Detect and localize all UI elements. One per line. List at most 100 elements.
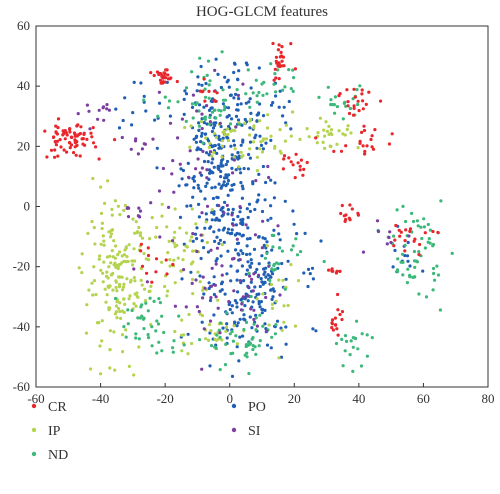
point-po: [195, 226, 199, 230]
point-po: [220, 184, 224, 188]
point-po: [269, 204, 273, 208]
point-po: [213, 185, 217, 189]
point-ip: [315, 141, 319, 145]
point-ip: [77, 266, 81, 270]
point-si: [105, 103, 109, 107]
point-cr: [340, 203, 344, 208]
point-cr: [299, 158, 303, 162]
point-nd: [272, 262, 276, 266]
point-nd: [190, 70, 194, 74]
point-nd: [317, 95, 321, 99]
point-nd: [113, 296, 118, 301]
point-nd: [412, 249, 416, 254]
point-nd: [403, 243, 407, 247]
point-po: [263, 308, 267, 312]
point-po: [225, 176, 229, 180]
point-cr: [276, 48, 280, 52]
point-po: [182, 97, 186, 101]
point-cr: [281, 167, 285, 171]
point-po: [274, 94, 278, 98]
point-si: [230, 213, 234, 217]
point-po: [249, 111, 253, 115]
point-po: [197, 82, 201, 86]
point-si: [375, 219, 380, 223]
point-cr: [373, 128, 377, 132]
point-cr: [356, 99, 360, 103]
point-po: [257, 172, 261, 176]
x-tick-label: -40: [92, 391, 109, 406]
point-cr: [149, 71, 153, 75]
point-ip: [118, 309, 122, 314]
point-ip: [307, 135, 311, 139]
point-nd: [140, 303, 144, 307]
point-po: [225, 336, 229, 340]
point-cr: [335, 269, 339, 273]
point-ip: [89, 367, 93, 371]
point-ip: [108, 284, 112, 288]
point-po: [232, 70, 236, 75]
point-ip: [118, 213, 122, 217]
point-nd: [358, 84, 362, 88]
point-nd: [197, 124, 201, 128]
point-ip: [343, 133, 347, 137]
point-ip: [277, 278, 281, 282]
point-ip: [112, 330, 116, 334]
point-po: [217, 182, 221, 186]
point-ip: [330, 132, 334, 137]
point-po: [239, 249, 243, 253]
point-ip: [166, 251, 170, 255]
point-ip: [207, 145, 211, 150]
point-po: [257, 235, 261, 239]
point-cr: [294, 152, 298, 156]
point-po: [257, 302, 261, 306]
point-po: [263, 280, 267, 284]
point-po: [226, 179, 231, 183]
point-ip: [201, 288, 205, 292]
point-po: [248, 140, 253, 144]
point-po: [180, 177, 184, 181]
point-nd: [160, 314, 164, 318]
point-po: [247, 152, 251, 157]
point-cr: [277, 43, 281, 47]
point-po: [230, 304, 234, 308]
point-nd: [221, 98, 226, 102]
point-si: [252, 317, 256, 322]
point-po: [219, 85, 223, 90]
point-nd: [342, 101, 346, 105]
point-ip: [116, 204, 120, 208]
legend-marker-cr: [31, 403, 37, 409]
point-ip: [187, 312, 191, 317]
point-ip: [191, 292, 195, 296]
point-nd: [295, 253, 300, 257]
legend-label-si: SI: [248, 424, 261, 439]
point-ip: [224, 325, 228, 329]
point-nd: [251, 91, 255, 95]
point-cr: [160, 74, 164, 78]
point-po: [233, 233, 237, 237]
point-si: [213, 68, 217, 72]
point-ip: [323, 146, 327, 150]
point-nd: [250, 337, 254, 341]
point-po: [230, 153, 234, 157]
point-si: [250, 277, 254, 281]
point-nd: [274, 323, 278, 327]
point-po: [183, 89, 187, 93]
point-ip: [108, 306, 112, 310]
point-nd: [348, 106, 352, 111]
point-ip: [95, 321, 100, 325]
point-cr: [200, 90, 204, 94]
point-ip: [286, 303, 290, 308]
point-po: [202, 121, 206, 125]
point-po: [232, 96, 236, 100]
point-po: [217, 228, 221, 232]
point-po: [225, 115, 230, 119]
point-po: [225, 159, 230, 164]
point-si: [254, 179, 258, 183]
point-ip: [210, 208, 214, 212]
point-po: [212, 292, 216, 297]
point-ip: [117, 306, 121, 311]
point-nd: [254, 78, 258, 82]
point-po: [253, 136, 257, 140]
point-po: [271, 101, 275, 105]
y-tick-label: 0: [24, 199, 31, 214]
